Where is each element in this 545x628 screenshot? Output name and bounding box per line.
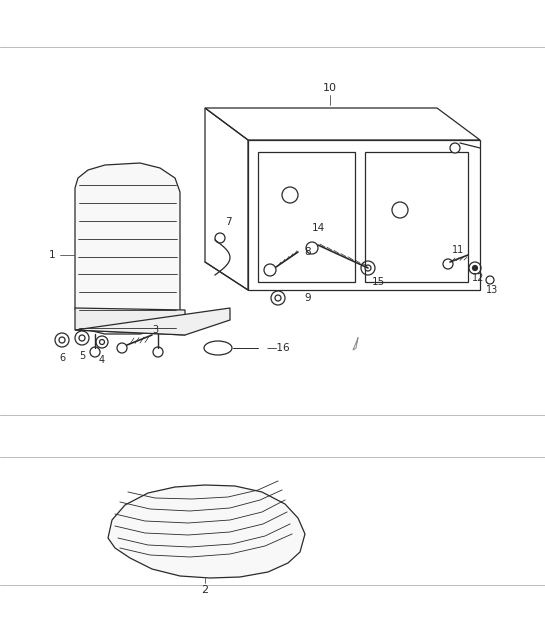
Text: 1: 1	[49, 250, 55, 260]
Circle shape	[264, 264, 276, 276]
Text: 11: 11	[452, 245, 464, 255]
Text: 2: 2	[202, 585, 209, 595]
Text: 5: 5	[79, 351, 85, 361]
Circle shape	[365, 265, 371, 271]
Circle shape	[306, 242, 318, 254]
Text: 8: 8	[305, 247, 311, 257]
Text: —16: —16	[266, 343, 290, 353]
Circle shape	[473, 266, 477, 271]
Circle shape	[90, 347, 100, 357]
Polygon shape	[108, 485, 305, 578]
Circle shape	[450, 143, 460, 153]
Text: 3: 3	[152, 325, 158, 335]
Circle shape	[117, 343, 127, 353]
Text: 12: 12	[472, 273, 484, 283]
Polygon shape	[75, 308, 185, 335]
Text: 9: 9	[305, 293, 311, 303]
Polygon shape	[75, 163, 180, 334]
Circle shape	[153, 347, 163, 357]
Text: 13: 13	[486, 285, 498, 295]
Text: 4: 4	[99, 355, 105, 365]
Text: 6: 6	[59, 353, 65, 363]
Text: 15: 15	[371, 277, 385, 287]
Circle shape	[271, 291, 285, 305]
Text: 10: 10	[323, 83, 337, 93]
Circle shape	[443, 259, 453, 269]
Polygon shape	[75, 308, 230, 335]
Text: 14: 14	[311, 223, 325, 233]
Ellipse shape	[204, 341, 232, 355]
Text: 7: 7	[225, 217, 231, 227]
